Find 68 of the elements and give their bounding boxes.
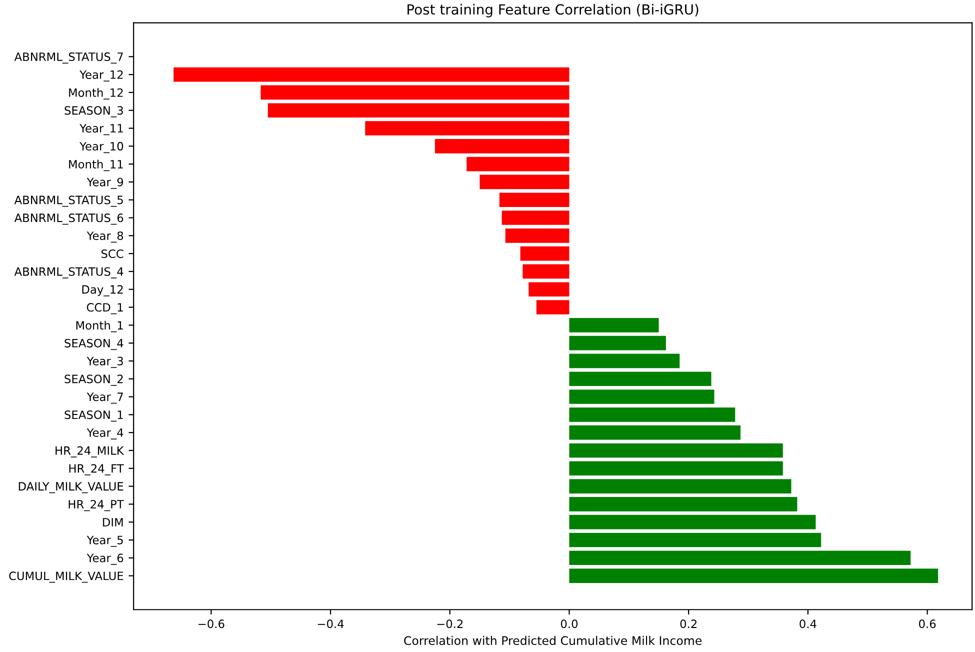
- y-tick-label: ABNRML_STATUS_4: [14, 267, 124, 278]
- y-tick-label: Year_8: [86, 231, 124, 243]
- bar: [569, 336, 666, 350]
- y-tick-label: CUMUL_MILK_VALUE: [9, 572, 124, 583]
- y-tick-label: Month_12: [69, 88, 123, 100]
- y-tick-label: Year_9: [86, 178, 124, 189]
- x-tick-label: −0.4: [318, 620, 344, 628]
- y-tick-label: CCD_1: [86, 303, 123, 314]
- x-tick-label: 0.0: [560, 620, 578, 628]
- bar: [480, 174, 570, 190]
- y-tick-label: Year_11: [80, 124, 123, 136]
- y-tick-label: HR_24_MILK: [56, 446, 124, 458]
- y-tick-label: DAILY_MILK_VALUE: [18, 482, 124, 494]
- y-tick-label: Year_5: [86, 536, 123, 547]
- y-tick-label: Day_12: [82, 285, 123, 296]
- bar: [569, 479, 792, 494]
- y-tick-label: Year_10: [80, 142, 124, 154]
- bar: [499, 192, 570, 208]
- y-tick-label: Year_6: [86, 554, 124, 565]
- y-tick-label: HR_24_FT: [69, 464, 124, 476]
- bar: [174, 67, 570, 82]
- bar: [536, 300, 570, 314]
- y-tick-label: Year_3: [86, 356, 123, 368]
- bar: [502, 210, 570, 225]
- x-tick-label: 0.2: [680, 620, 697, 628]
- bar: [569, 354, 680, 368]
- y-tick-label: SCC: [101, 249, 124, 258]
- bar: [434, 139, 570, 154]
- bar: [268, 103, 570, 118]
- y-tick-label: SEASON_2: [64, 374, 123, 386]
- bar: [569, 568, 938, 583]
- bar: [569, 318, 659, 332]
- y-tick-label: Year_4: [86, 428, 124, 440]
- x-tick-label: −0.6: [198, 620, 224, 628]
- bar: [569, 443, 783, 458]
- chart-title: Post training Feature Correlation (Bi-iGRU): [408, 4, 698, 18]
- y-tick-label: SEASON_1: [64, 410, 123, 422]
- y-tick-label: ABNRML_STATUS_5: [14, 196, 123, 207]
- y-tick-label: Month_1: [76, 320, 123, 332]
- y-tick-label: DIM: [103, 518, 123, 526]
- bar: [569, 390, 714, 404]
- bar: [569, 532, 822, 548]
- bar: [569, 408, 736, 422]
- bar: [260, 85, 570, 100]
- bar: [569, 372, 712, 386]
- bar: [569, 514, 816, 530]
- bar: [569, 425, 741, 440]
- bar: [365, 121, 570, 136]
- bar: [569, 550, 911, 566]
- y-tick-label: Year_12: [80, 70, 123, 82]
- bar: [522, 264, 570, 279]
- y-tick-label: SEASON_4: [64, 338, 124, 350]
- x-axis-title: Correlation with Predicted Cumulative Milk Income: [404, 636, 702, 646]
- bar: [505, 228, 570, 243]
- y-tick-label: Year_7: [86, 392, 123, 404]
- bar: [569, 497, 798, 512]
- y-tick-label: HR_24_PT: [68, 500, 124, 512]
- x-tick-label: 0.4: [800, 620, 816, 628]
- x-tick-label: −0.2: [437, 620, 463, 628]
- bar: [569, 461, 783, 476]
- bar: [520, 246, 570, 261]
- y-tick-label: Month_11: [69, 160, 123, 172]
- y-tick-label: ABNRML_STATUS_7: [14, 52, 123, 64]
- y-tick-label: SEASON_3: [64, 106, 123, 118]
- bar: [528, 282, 570, 297]
- x-tick-label: 0.6: [919, 620, 936, 628]
- bar: [466, 156, 570, 172]
- y-tick-label: ABNRML_STATUS_6: [14, 214, 124, 225]
